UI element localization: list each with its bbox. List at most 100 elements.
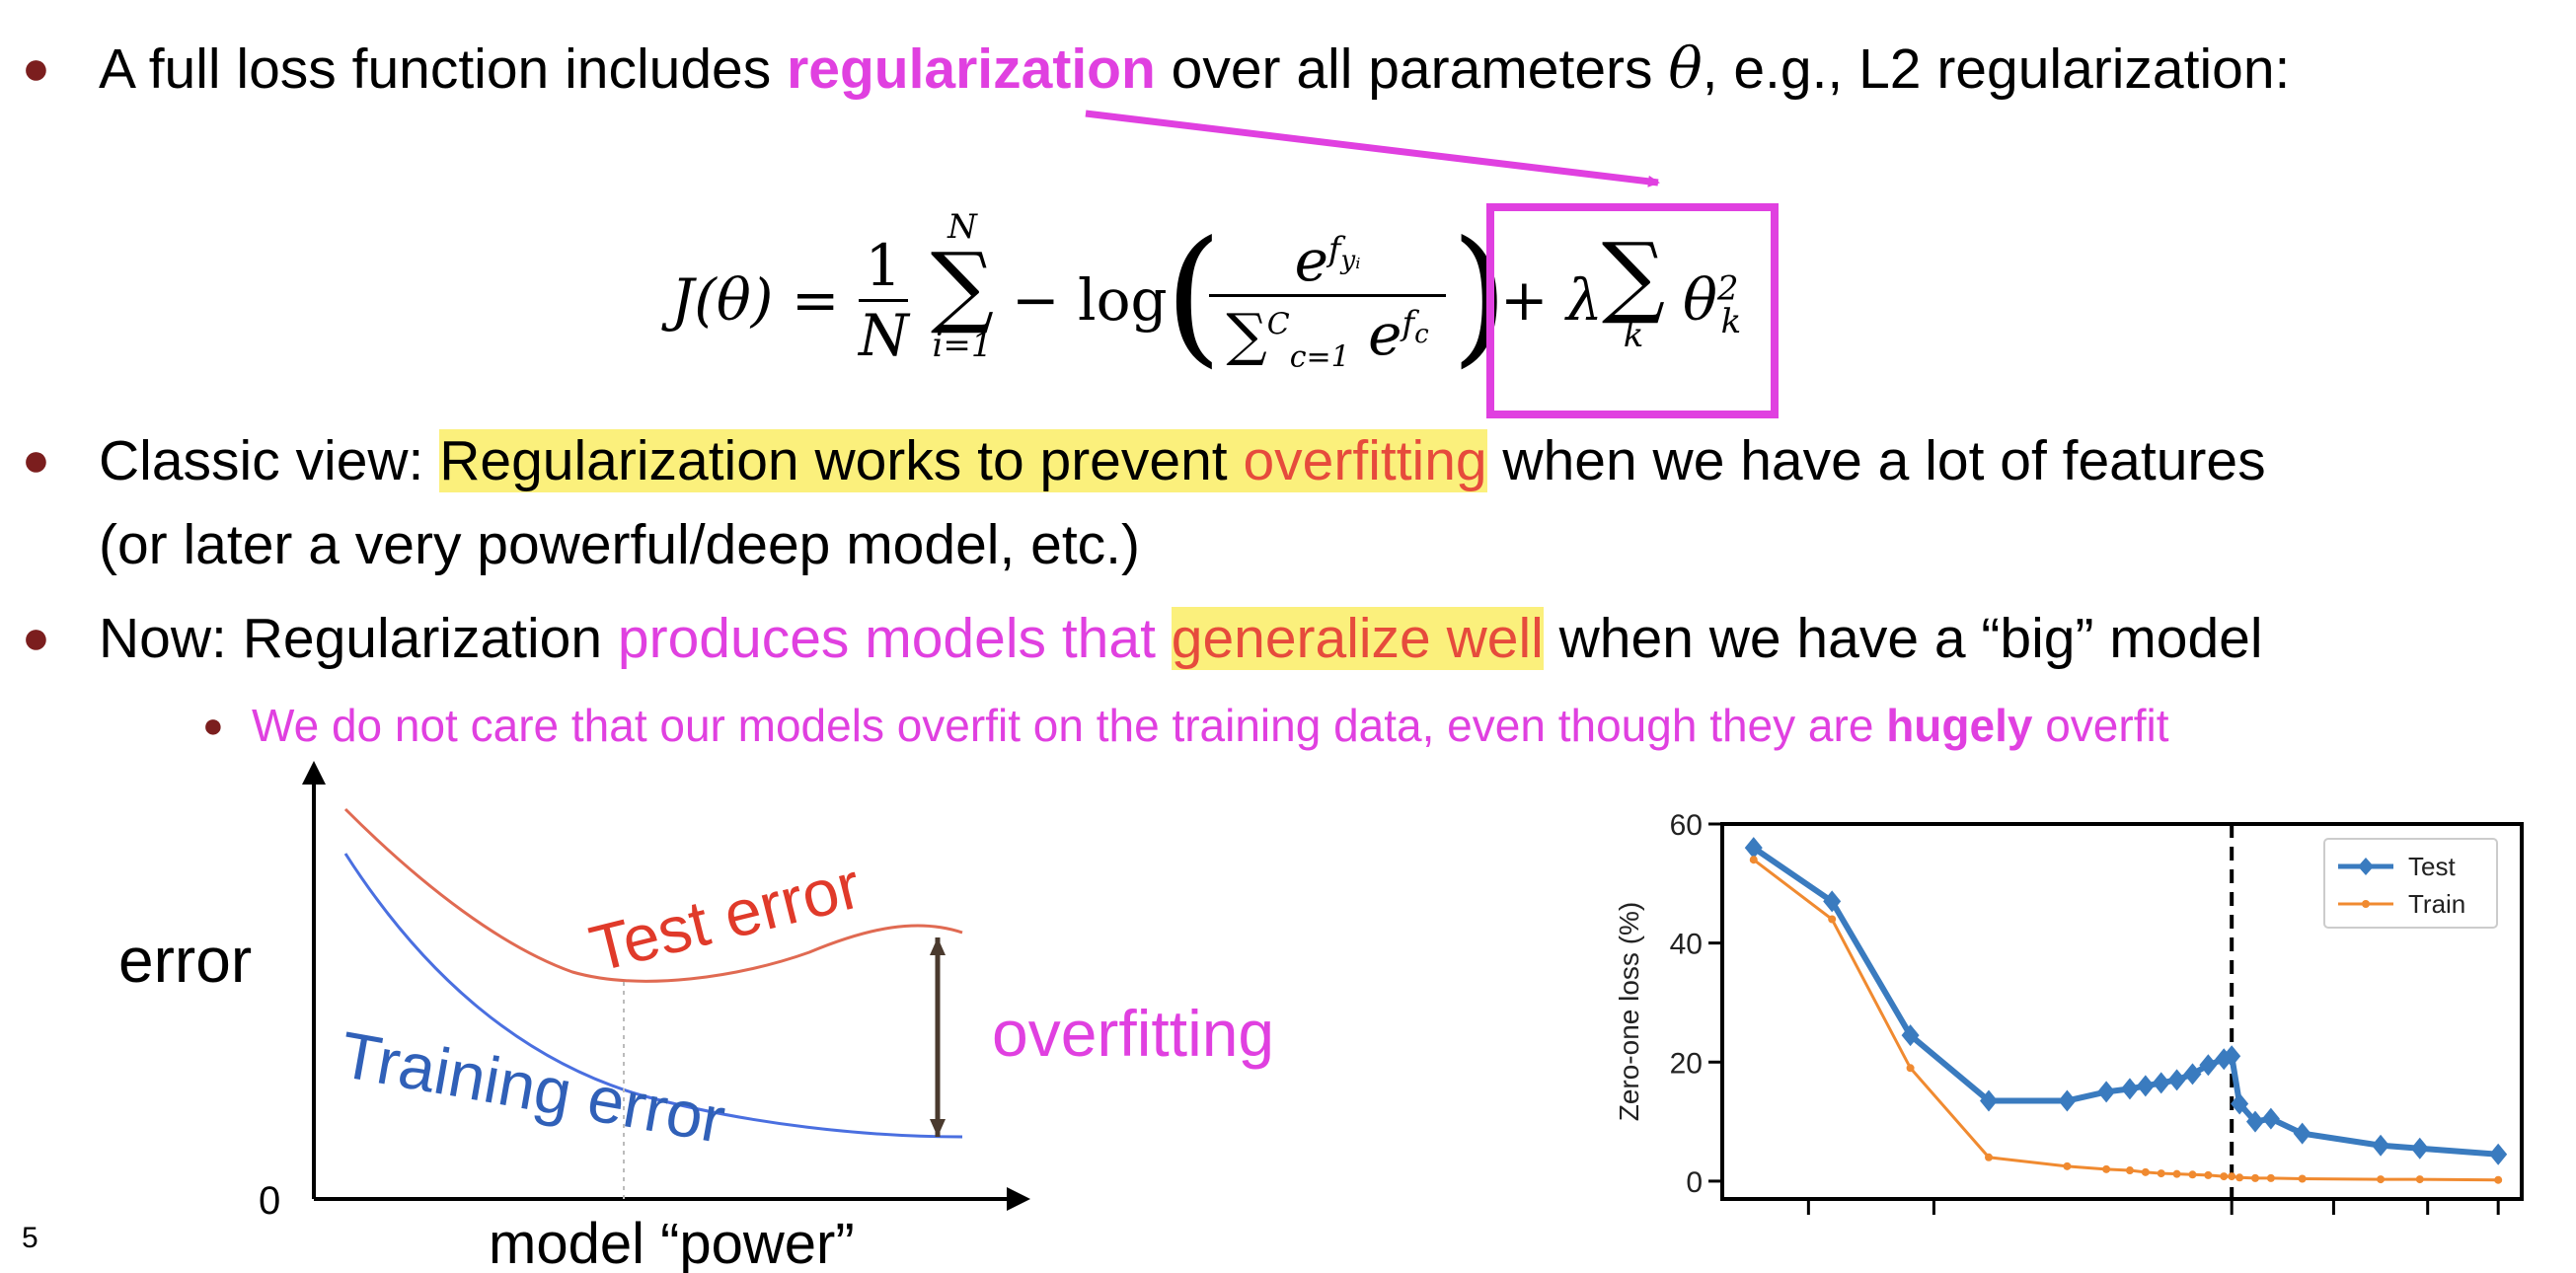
chart-ylabel: Zero-one loss (%) (1614, 902, 1644, 1122)
bullet-1-text-3: , e.g., L2 regularization: (1702, 37, 2291, 101)
eq-theta-sub: k (1720, 301, 1742, 341)
eq-reg-sum: ∑ k (1594, 232, 1673, 356)
bullet-1-text: A full loss function includes (99, 37, 788, 101)
bullet-2-text: Classic view: (99, 429, 440, 492)
test-point (2136, 1075, 2155, 1097)
train-point (2141, 1167, 2150, 1176)
test-point (2167, 1069, 2186, 1091)
test-point (2120, 1078, 2139, 1100)
train-point (2204, 1170, 2213, 1179)
left-zero-label: 0 (259, 1179, 280, 1223)
legend-label: Test (2408, 852, 2456, 881)
left-ylabel: error (118, 925, 252, 996)
regularizer-box (1486, 203, 1779, 418)
highlight-overfitting: overfitting (1243, 429, 1487, 492)
train-point (2235, 1173, 2244, 1182)
legend-label: Train (2408, 889, 2465, 919)
train-point (2125, 1166, 2134, 1175)
y-tick-label: 40 (1670, 929, 1703, 961)
eq-theta: θ (1683, 266, 1717, 334)
left-xlabel: model “power” (489, 1212, 855, 1273)
test-point (2489, 1143, 2508, 1165)
sub-bullet-bold: hugely (1886, 700, 2033, 751)
sub-bullet-text: We do not care that our models overfit o… (252, 700, 1887, 751)
test-point (2293, 1122, 2311, 1145)
bullet-1-text-2: over all parameters (1155, 37, 1669, 101)
test-point (2223, 1045, 2241, 1068)
eq-sum: N ∑ i=1 (923, 207, 1002, 365)
eq-den-sub: c (1414, 319, 1429, 349)
test-point (2152, 1072, 2170, 1094)
test-point (2246, 1110, 2264, 1133)
chart-frame (1720, 822, 2524, 1201)
eq-frac-num: 1 (865, 232, 902, 299)
eq-reg-lambda: + λ (1500, 266, 1603, 334)
highlight-regularization-works: Regularization works to prevent (439, 429, 1244, 492)
bullet-3-text-2: when we have a “big” model (1543, 607, 2263, 670)
theta-symbol: θ (1668, 37, 1703, 102)
highlight-generalize-well: generalize well (1171, 607, 1544, 670)
bullet-3-magenta: produces models that (617, 607, 1172, 670)
eq-reg-theta: θ2k (1683, 266, 1741, 341)
page-number: 5 (22, 1222, 38, 1254)
train-point (2102, 1164, 2111, 1173)
eq-den-top: C (1266, 307, 1290, 342)
eq-sum-bot: i=1 (932, 326, 993, 365)
sub-bullet-dot: ● (202, 705, 224, 745)
eq-den-sup: f (1402, 303, 1415, 343)
test-point (1980, 1089, 1998, 1112)
legend-marker (2358, 858, 2374, 875)
test-error-curve (343, 807, 963, 983)
train-point (2172, 1169, 2181, 1178)
train-point (2266, 1173, 2275, 1182)
train-point (1985, 1153, 1993, 1161)
test-point (2097, 1081, 2116, 1103)
train-point (2188, 1170, 2197, 1179)
eq-den-e: e (1368, 301, 1402, 368)
train-point (1749, 856, 1758, 864)
test-point (2231, 1092, 2249, 1115)
train-point (2228, 1172, 2236, 1181)
test-point (2058, 1089, 2077, 1112)
eq-lhs: J(θ) = (671, 266, 840, 334)
y-tick-label: 60 (1670, 809, 1703, 842)
bullet-dot: ● (22, 612, 50, 664)
eq-exp-sup: f (1327, 229, 1341, 269)
bullet-dot: ● (22, 42, 50, 95)
test-point (2199, 1054, 2218, 1077)
bullet-3-text: Now: Regularization (99, 607, 618, 670)
eq-den-bot: c=1 (1289, 339, 1350, 375)
train-point (2494, 1175, 2503, 1184)
legend-marker (2362, 900, 2370, 908)
training-error-curve (343, 853, 963, 1139)
bullet-2-line-2: (or later a very powerful/deep model, et… (99, 513, 1140, 576)
sub-bullet: We do not care that our models overfit o… (252, 691, 2168, 760)
test-point (2183, 1063, 2202, 1086)
eq-theta-sup: 2 (1716, 268, 1739, 309)
eq-softmax: efyᵢ ∑Cc=1 efc (1209, 227, 1446, 375)
eq-reg-sum-bot: k (1623, 316, 1644, 355)
eq-exp-sub: yᵢ (1340, 245, 1361, 275)
eq-exp-num: e (1294, 227, 1328, 294)
train-point (2377, 1175, 2386, 1184)
eq-sum-top: N (947, 207, 977, 247)
eq-fraction: 1 N (859, 232, 909, 369)
bullet-3: Now: Regularization produces models that… (99, 597, 2263, 680)
train-point (2251, 1173, 2259, 1182)
test-point (1823, 890, 1842, 913)
train-point (2157, 1169, 2165, 1178)
bullet-1: A full loss function includes regulariza… (99, 28, 2290, 111)
test-point (2410, 1137, 2429, 1160)
test-point (2261, 1107, 2280, 1130)
test-point (1901, 1024, 1920, 1047)
y-tick-label: 0 (1686, 1166, 1703, 1199)
overfitting-label: overfitting (992, 997, 1274, 1070)
eq-minus-log: − log (1012, 266, 1168, 334)
eq-frac-den: N (859, 299, 909, 369)
test-point (2372, 1134, 2390, 1157)
bullet-dot: ● (22, 434, 50, 487)
y-tick-label: 20 (1670, 1047, 1703, 1080)
train-point (2220, 1172, 2229, 1181)
regularization-arrow (1085, 110, 1660, 187)
